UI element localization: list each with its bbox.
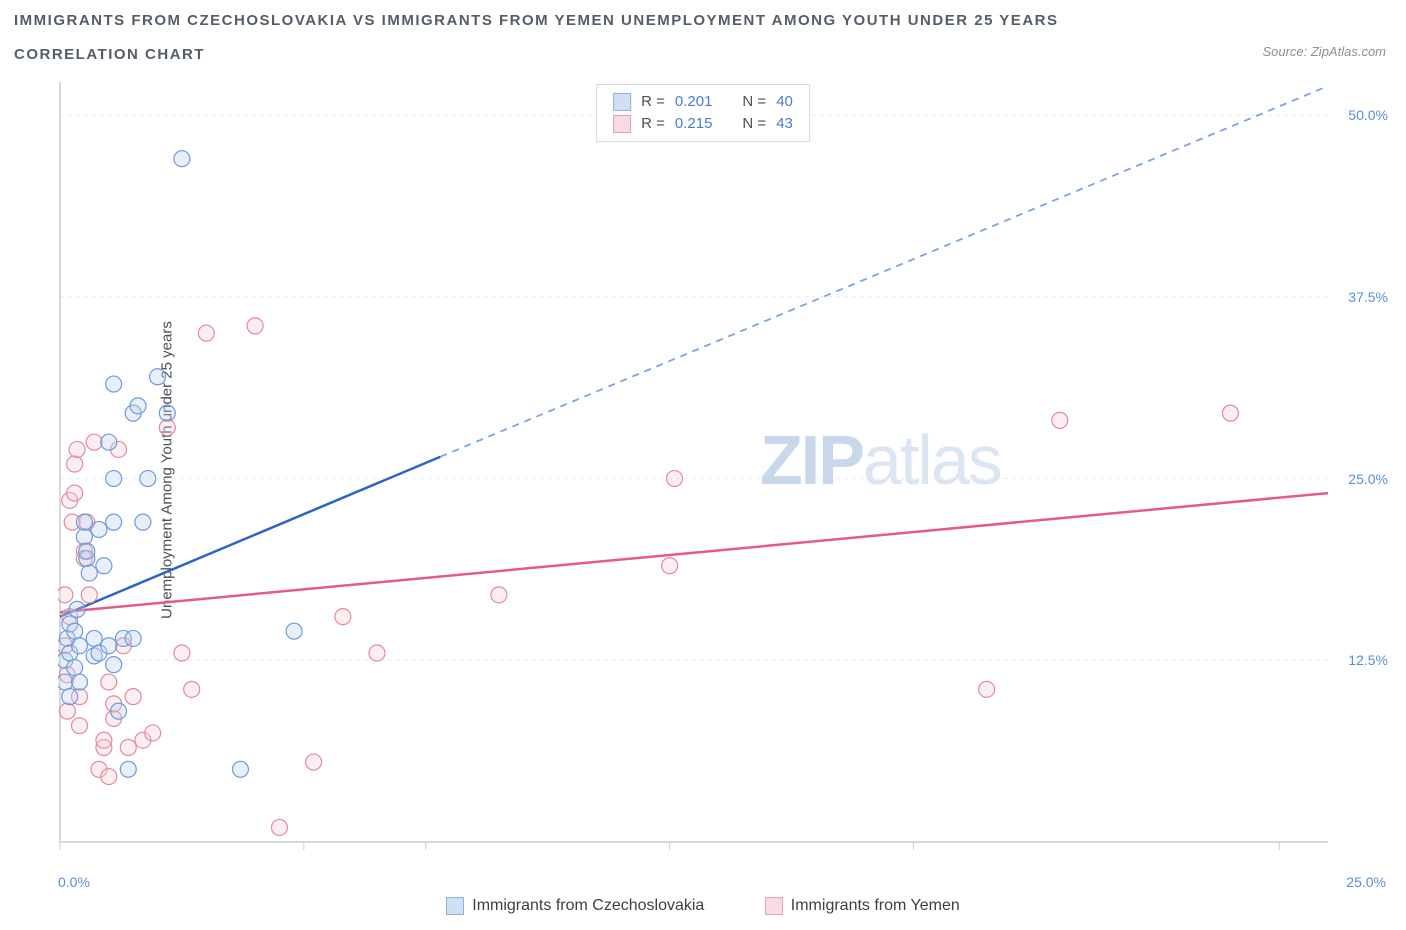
chart-title-line2: CORRELATION CHART [14, 46, 205, 63]
scatter-plot-svg [58, 80, 1388, 870]
y-tick-label: 50.0% [1348, 107, 1388, 123]
legend-label-czech: Immigrants from Czechoslovakia [472, 897, 704, 915]
y-tick-label: 25.0% [1348, 471, 1388, 487]
swatch-yemen [613, 115, 631, 133]
n-label: N = [742, 113, 766, 135]
correlation-legend: R = 0.201 N = 40 R = 0.215 N = 43 [596, 84, 810, 142]
legend-item-czech: Immigrants from Czechoslovakia [446, 897, 704, 915]
swatch-czech [613, 93, 631, 111]
chart-area [58, 80, 1388, 870]
source-label: Source: ZipAtlas.com [1262, 44, 1386, 59]
swatch-yemen [765, 897, 783, 915]
r-value-czech: 0.201 [675, 91, 713, 113]
r-label: R = [641, 91, 665, 113]
correlation-legend-row-yemen: R = 0.215 N = 43 [613, 113, 793, 135]
n-value-czech: 40 [776, 91, 793, 113]
chart-container: IMMIGRANTS FROM CZECHOSLOVAKIA VS IMMIGR… [0, 0, 1406, 930]
x-tick-lo: 0.0% [58, 874, 90, 890]
r-label: R = [641, 113, 665, 135]
n-label: N = [742, 91, 766, 113]
y-tick-label: 37.5% [1348, 289, 1388, 305]
x-tick-hi: 25.0% [1346, 874, 1386, 890]
swatch-czech [446, 897, 464, 915]
series-legend: Immigrants from Czechoslovakia Immigrant… [0, 897, 1406, 920]
legend-label-yemen: Immigrants from Yemen [791, 897, 960, 915]
chart-title-line1: IMMIGRANTS FROM CZECHOSLOVAKIA VS IMMIGR… [14, 12, 1059, 29]
legend-item-yemen: Immigrants from Yemen [765, 897, 960, 915]
n-value-yemen: 43 [776, 113, 793, 135]
correlation-legend-row-czech: R = 0.201 N = 40 [613, 91, 793, 113]
r-value-yemen: 0.215 [675, 113, 713, 135]
y-tick-label: 12.5% [1348, 652, 1388, 668]
